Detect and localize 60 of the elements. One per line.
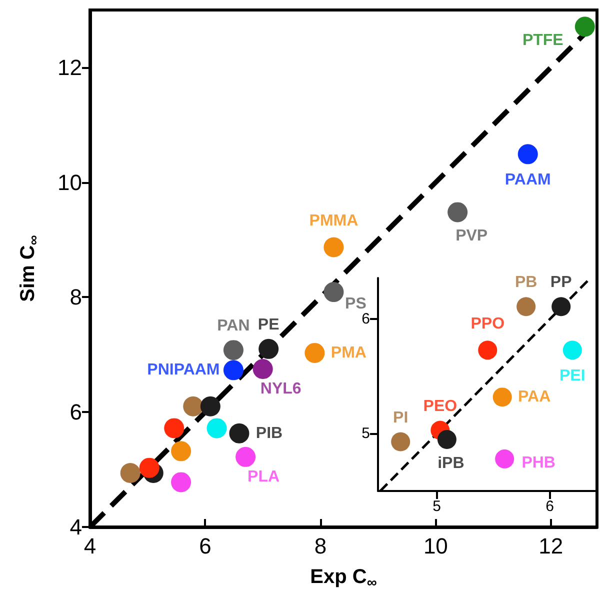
annotation: PEI bbox=[559, 368, 586, 385]
point bbox=[448, 202, 468, 222]
x-tick-label: 8 bbox=[314, 534, 327, 558]
annotation: PP bbox=[550, 274, 572, 292]
point bbox=[120, 463, 140, 483]
y-tick-label: 12 bbox=[58, 54, 82, 80]
point bbox=[236, 446, 256, 467]
annotation: PPO bbox=[470, 316, 505, 333]
y-axis-title: Sim C∞ bbox=[17, 235, 41, 302]
point bbox=[223, 340, 244, 360]
annotation: PAAM bbox=[504, 172, 551, 189]
x-axis-title: Exp C∞ bbox=[310, 566, 377, 590]
annotation: PVP bbox=[456, 228, 488, 245]
point bbox=[171, 441, 192, 462]
point bbox=[478, 340, 498, 360]
point bbox=[324, 282, 344, 302]
point bbox=[518, 144, 538, 164]
point bbox=[206, 418, 227, 438]
annotation: PIB bbox=[256, 424, 283, 442]
annotation: PLA bbox=[248, 468, 280, 486]
y-tick-label: 8 bbox=[70, 284, 82, 310]
x-tick-label: 6 bbox=[199, 534, 212, 558]
y-tick-label: 4 bbox=[70, 514, 82, 540]
point bbox=[492, 388, 512, 407]
annotation: PNIPAAM bbox=[147, 362, 220, 379]
x-tick-label: 10 bbox=[423, 534, 448, 558]
annotation: PEO bbox=[423, 398, 458, 415]
point bbox=[391, 432, 410, 452]
annotation: PMA bbox=[330, 344, 367, 362]
point bbox=[139, 458, 160, 478]
point bbox=[252, 359, 273, 380]
annotation: PAN bbox=[217, 318, 250, 335]
point bbox=[200, 396, 220, 416]
annotation: iPB bbox=[438, 454, 464, 472]
annotation: PTFE bbox=[522, 32, 564, 50]
annotation: PAA bbox=[518, 388, 552, 406]
annotation: NYL6 bbox=[260, 380, 302, 398]
point bbox=[437, 430, 456, 449]
annotation: PE bbox=[258, 316, 280, 334]
point bbox=[223, 360, 244, 380]
y-tick-label: 10 bbox=[58, 170, 82, 195]
annotation: PB bbox=[514, 274, 538, 292]
point bbox=[258, 338, 279, 359]
point bbox=[304, 342, 325, 363]
y-tick-label: 6 bbox=[70, 400, 82, 425]
point bbox=[562, 340, 582, 360]
point bbox=[229, 423, 250, 444]
point bbox=[574, 16, 595, 37]
point bbox=[552, 297, 571, 316]
point bbox=[183, 396, 204, 416]
annotation: PS bbox=[345, 296, 367, 313]
point bbox=[164, 418, 184, 438]
annotation: PMMA bbox=[309, 212, 359, 230]
point bbox=[171, 472, 192, 492]
point bbox=[516, 297, 536, 316]
point bbox=[324, 237, 344, 258]
annotation: PHB bbox=[522, 454, 556, 472]
x-tick-label: 12 bbox=[538, 534, 564, 558]
annotation: PI bbox=[393, 409, 408, 426]
point bbox=[495, 449, 514, 468]
